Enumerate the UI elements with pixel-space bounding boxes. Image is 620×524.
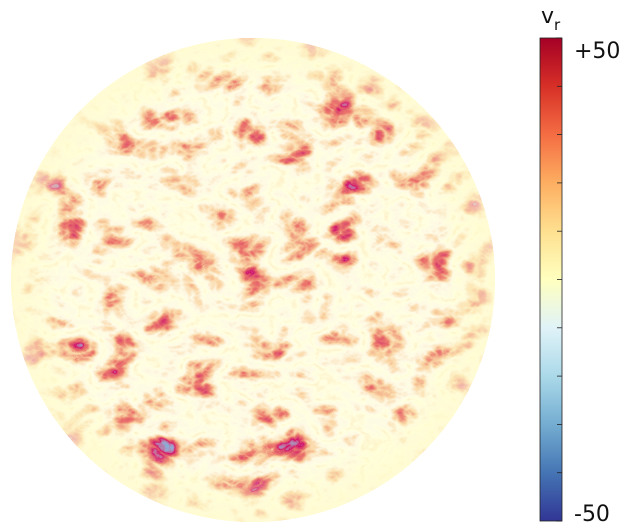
sphere-rim — [11, 38, 495, 522]
colorbar-tick-label: -50 — [574, 502, 610, 524]
sphere — [11, 38, 495, 522]
colorbar: vr +50 -50 — [539, 4, 620, 524]
colorbar-tick-label: +50 — [574, 39, 620, 64]
colorbar-label: vr — [541, 4, 561, 34]
